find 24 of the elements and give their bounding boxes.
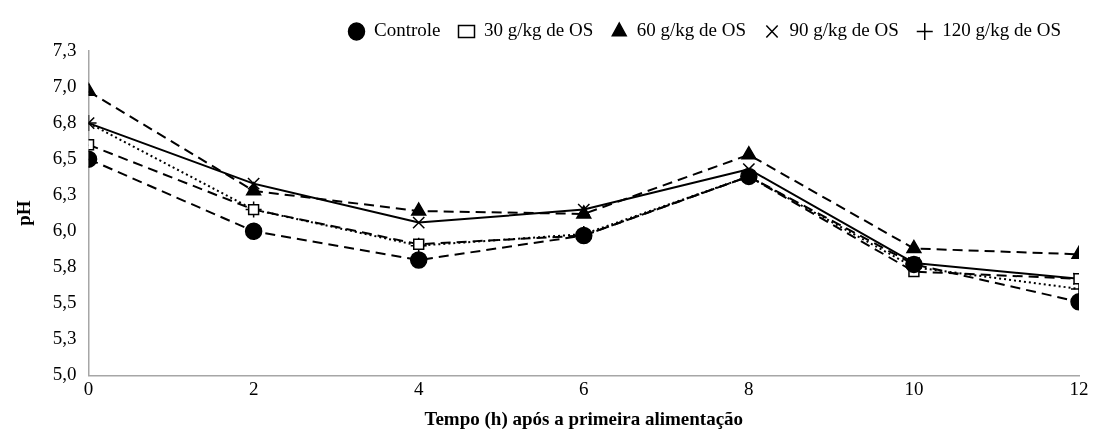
y-tick-label: 6,0	[52, 219, 77, 241]
y-tick-label: 5,3	[52, 327, 77, 349]
x-tick-label: 0	[83, 377, 94, 399]
x-tick-label: 6	[579, 377, 589, 399]
legend-label: Controle	[374, 19, 441, 41]
x-tick-label: 8	[744, 377, 754, 399]
x-axis-title: Tempo (h) após a primeira alimentação	[424, 407, 744, 430]
legend-label: 30 g/kg de OS	[484, 19, 594, 41]
y-tick-label: 6,5	[52, 147, 77, 169]
y-tick-label: 7,0	[52, 75, 77, 97]
x-tick-label: 2	[248, 377, 259, 399]
x-tick-label: 4	[413, 377, 424, 399]
legend-label: 120 g/kg de OS	[942, 19, 1061, 41]
y-tick-label: 5,5	[52, 291, 77, 313]
x-tick-label: 10	[904, 377, 924, 399]
legend-label: 60 g/kg de OS	[636, 19, 746, 41]
y-tick-label: 5,8	[52, 255, 77, 277]
y-tick-label: 7,3	[52, 38, 77, 60]
y-tick-label: 5,0	[52, 363, 77, 385]
legend-label: 90 g/kg de OS	[789, 19, 899, 41]
x-tick-label: 12	[1069, 377, 1089, 399]
y-tick-label: 6,8	[52, 111, 77, 133]
y-tick-label: 6,3	[52, 183, 77, 205]
y-axis-title: pH	[13, 200, 35, 226]
